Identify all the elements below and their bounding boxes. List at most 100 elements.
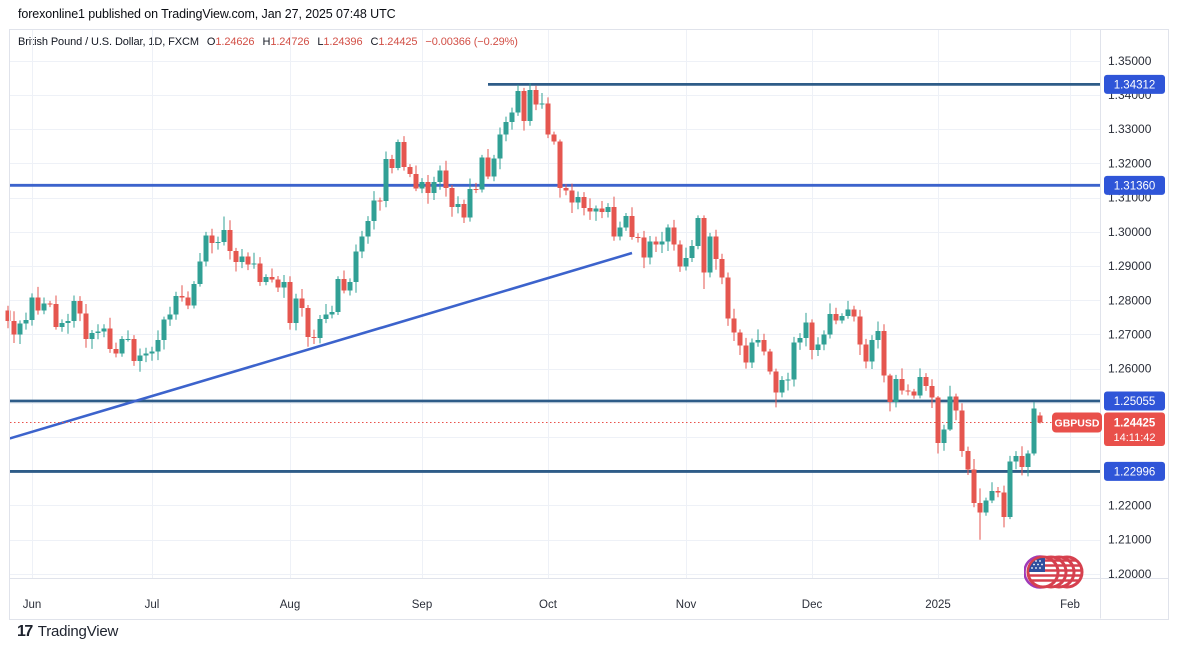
candle-down[interactable] — [677, 240, 683, 272]
candle-up[interactable] — [323, 304, 329, 324]
candle-up[interactable] — [371, 191, 377, 230]
candle-up[interactable] — [137, 348, 143, 372]
candle-down[interactable] — [413, 165, 419, 192]
symbol-title[interactable]: British Pound / U.S. Dollar, 1D, FXCM — [18, 36, 199, 48]
candle-up[interactable] — [65, 313, 71, 334]
candle-up[interactable] — [593, 205, 599, 221]
candle-up[interactable] — [503, 116, 509, 142]
candle-up[interactable] — [263, 274, 269, 286]
candle-down[interactable] — [971, 458, 977, 508]
candle-up[interactable] — [41, 297, 47, 315]
candle-up[interactable] — [665, 224, 671, 251]
candle-up[interactable] — [509, 107, 515, 130]
candle-up[interactable] — [779, 376, 785, 398]
candle-up[interactable] — [347, 278, 353, 296]
candle-up[interactable] — [167, 306, 173, 326]
candle-down[interactable] — [563, 184, 569, 196]
candle-up[interactable] — [689, 240, 695, 262]
candle-up[interactable] — [281, 274, 287, 298]
candle-up[interactable] — [749, 338, 755, 368]
candle-down[interactable] — [587, 198, 593, 220]
candle-up[interactable] — [827, 303, 833, 339]
candle-up[interactable] — [623, 213, 629, 231]
candle-up[interactable] — [203, 231, 209, 267]
candle-up[interactable] — [173, 291, 179, 320]
candle-down[interactable] — [713, 229, 719, 270]
candle-down[interactable] — [77, 296, 83, 322]
candle-down[interactable] — [341, 270, 347, 294]
candle-down[interactable] — [995, 487, 1001, 498]
candle-down[interactable] — [5, 305, 11, 329]
candle-up[interactable] — [215, 236, 221, 250]
candle-up[interactable] — [155, 330, 161, 361]
candle-down[interactable] — [629, 207, 635, 240]
candle-down[interactable] — [809, 319, 815, 360]
candle-up[interactable] — [239, 248, 245, 269]
candle-up[interactable] — [329, 305, 335, 319]
candle-up[interactable] — [89, 330, 95, 349]
candle-up[interactable] — [1031, 402, 1037, 456]
candle-up[interactable] — [197, 253, 203, 287]
candle-up[interactable] — [161, 316, 167, 350]
candle-down[interactable] — [425, 175, 431, 204]
candle-down[interactable] — [851, 305, 857, 322]
candle-down[interactable] — [731, 308, 737, 341]
candle-down[interactable] — [131, 335, 137, 366]
candle-up[interactable] — [893, 374, 899, 408]
candle-down[interactable] — [599, 201, 605, 219]
candle-down[interactable] — [209, 228, 215, 254]
candle-up[interactable] — [293, 293, 299, 331]
candle-down[interactable] — [557, 139, 563, 198]
candle-up[interactable] — [221, 216, 227, 246]
candle-down[interactable] — [743, 337, 749, 369]
candle-up[interactable] — [515, 84, 521, 116]
candle-up[interactable] — [539, 92, 545, 109]
candle-down[interactable] — [449, 184, 455, 217]
candle-down[interactable] — [725, 272, 731, 326]
candle-down[interactable] — [899, 368, 905, 395]
candle-down[interactable] — [863, 338, 869, 369]
candle-down[interactable] — [107, 317, 113, 353]
candle-down[interactable] — [305, 305, 311, 347]
candle-up[interactable] — [803, 312, 809, 347]
candle-down[interactable] — [761, 333, 767, 356]
candle-up[interactable] — [383, 151, 389, 208]
candle-down[interactable] — [407, 164, 413, 178]
candle-up[interactable] — [71, 295, 77, 328]
candle-up[interactable] — [845, 300, 851, 319]
candle-down[interactable] — [257, 257, 263, 286]
candle-down[interactable] — [671, 219, 677, 251]
candle-up[interactable] — [1007, 455, 1013, 520]
candle-down[interactable] — [473, 182, 479, 194]
candle-up[interactable] — [317, 314, 323, 344]
candle-down[interactable] — [767, 348, 773, 375]
candle-up[interactable] — [527, 83, 533, 126]
candle-down[interactable] — [653, 236, 659, 253]
candle-down[interactable] — [83, 304, 89, 348]
candle-down[interactable] — [959, 403, 965, 457]
candle-down[interactable] — [887, 373, 893, 412]
candle-down[interactable] — [977, 488, 983, 540]
candle-up[interactable] — [23, 312, 29, 330]
candle-down[interactable] — [611, 196, 617, 241]
candle-up[interactable] — [491, 154, 497, 182]
candle-up[interactable] — [947, 385, 953, 431]
candle-up[interactable] — [17, 320, 23, 345]
candle-down[interactable] — [185, 291, 191, 310]
candle-down[interactable] — [227, 220, 233, 260]
candle-down[interactable] — [35, 286, 41, 315]
candle-down[interactable] — [521, 87, 527, 131]
candle-up[interactable] — [815, 337, 821, 357]
candle-up[interactable] — [479, 154, 485, 193]
candle-down[interactable] — [47, 300, 53, 308]
candle-up[interactable] — [497, 127, 503, 170]
candle-up[interactable] — [353, 244, 359, 293]
candle-down[interactable] — [923, 373, 929, 391]
candle-down[interactable] — [461, 199, 467, 223]
candle-down[interactable] — [545, 97, 551, 139]
candle-up[interactable] — [785, 372, 791, 391]
candle-up[interactable] — [617, 221, 623, 241]
candle-down[interactable] — [443, 160, 449, 197]
candle-down[interactable] — [719, 253, 725, 285]
candle-up[interactable] — [989, 482, 995, 504]
